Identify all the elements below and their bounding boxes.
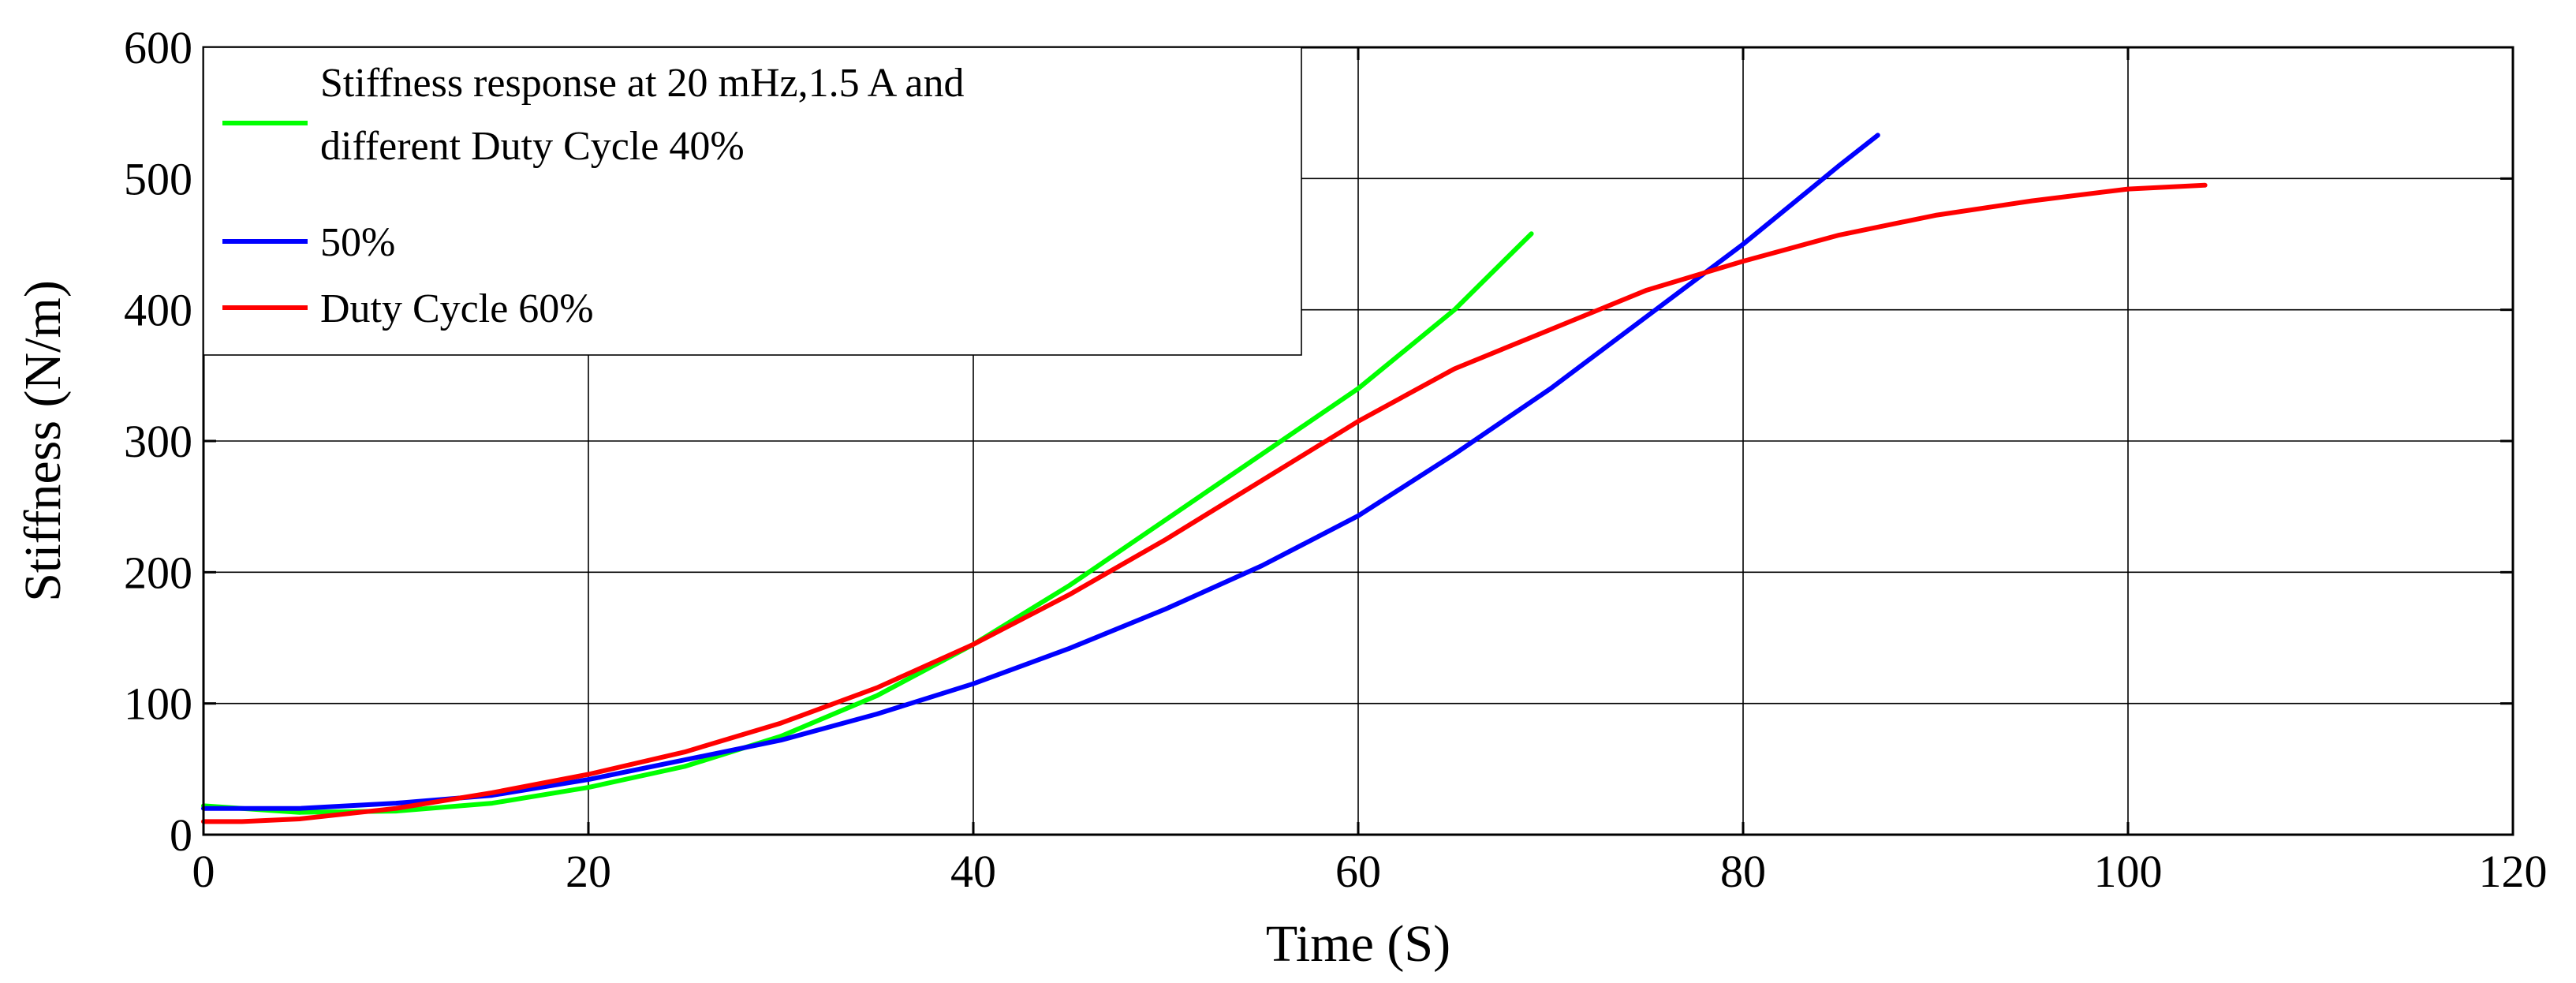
grid: [203, 47, 2513, 835]
x-tick-label: 80: [1720, 846, 1766, 897]
legend-entry-40-label: different Duty Cycle 40%: [320, 124, 745, 169]
x-tick-label: 20: [566, 846, 611, 897]
series-group: [201, 133, 2208, 824]
x-tick-label: 100: [2094, 846, 2163, 897]
y-tick-label: 100: [124, 678, 192, 730]
y-axis-title: Stiffness (N/m): [14, 280, 72, 602]
y-tick-label: 500: [124, 153, 192, 204]
x-tick-label: 120: [2479, 846, 2548, 897]
legend-entry-40-label: Stiffness response at 20 mHz,1.5 A and: [320, 61, 965, 106]
x-tick-label: 0: [192, 846, 215, 897]
legend: Stiffness response at 20 mHz,1.5 A and di…: [203, 47, 1302, 356]
x-tick-label: 60: [1335, 846, 1381, 897]
legend-entry-50-label: 50%: [320, 220, 395, 265]
series-line-2: [201, 133, 1880, 811]
y-tick-label: 600: [124, 22, 192, 73]
legend-entry-60-label: Duty Cycle 60%: [320, 286, 594, 331]
x-tick-label: 40: [950, 846, 996, 897]
axis-labels: 0 20 40 60 80 100 120 0 100 200 300 400 500 600 Time (…: [14, 22, 2548, 973]
y-tick-label: 200: [124, 547, 192, 598]
series-line-3: [201, 182, 2208, 824]
y-tick-label: 400: [124, 285, 192, 336]
legend-box: [203, 47, 1302, 356]
y-tick-label: 0: [170, 809, 192, 861]
x-axis-title: Time (S): [1266, 915, 1450, 973]
y-tick-label: 300: [124, 416, 192, 467]
